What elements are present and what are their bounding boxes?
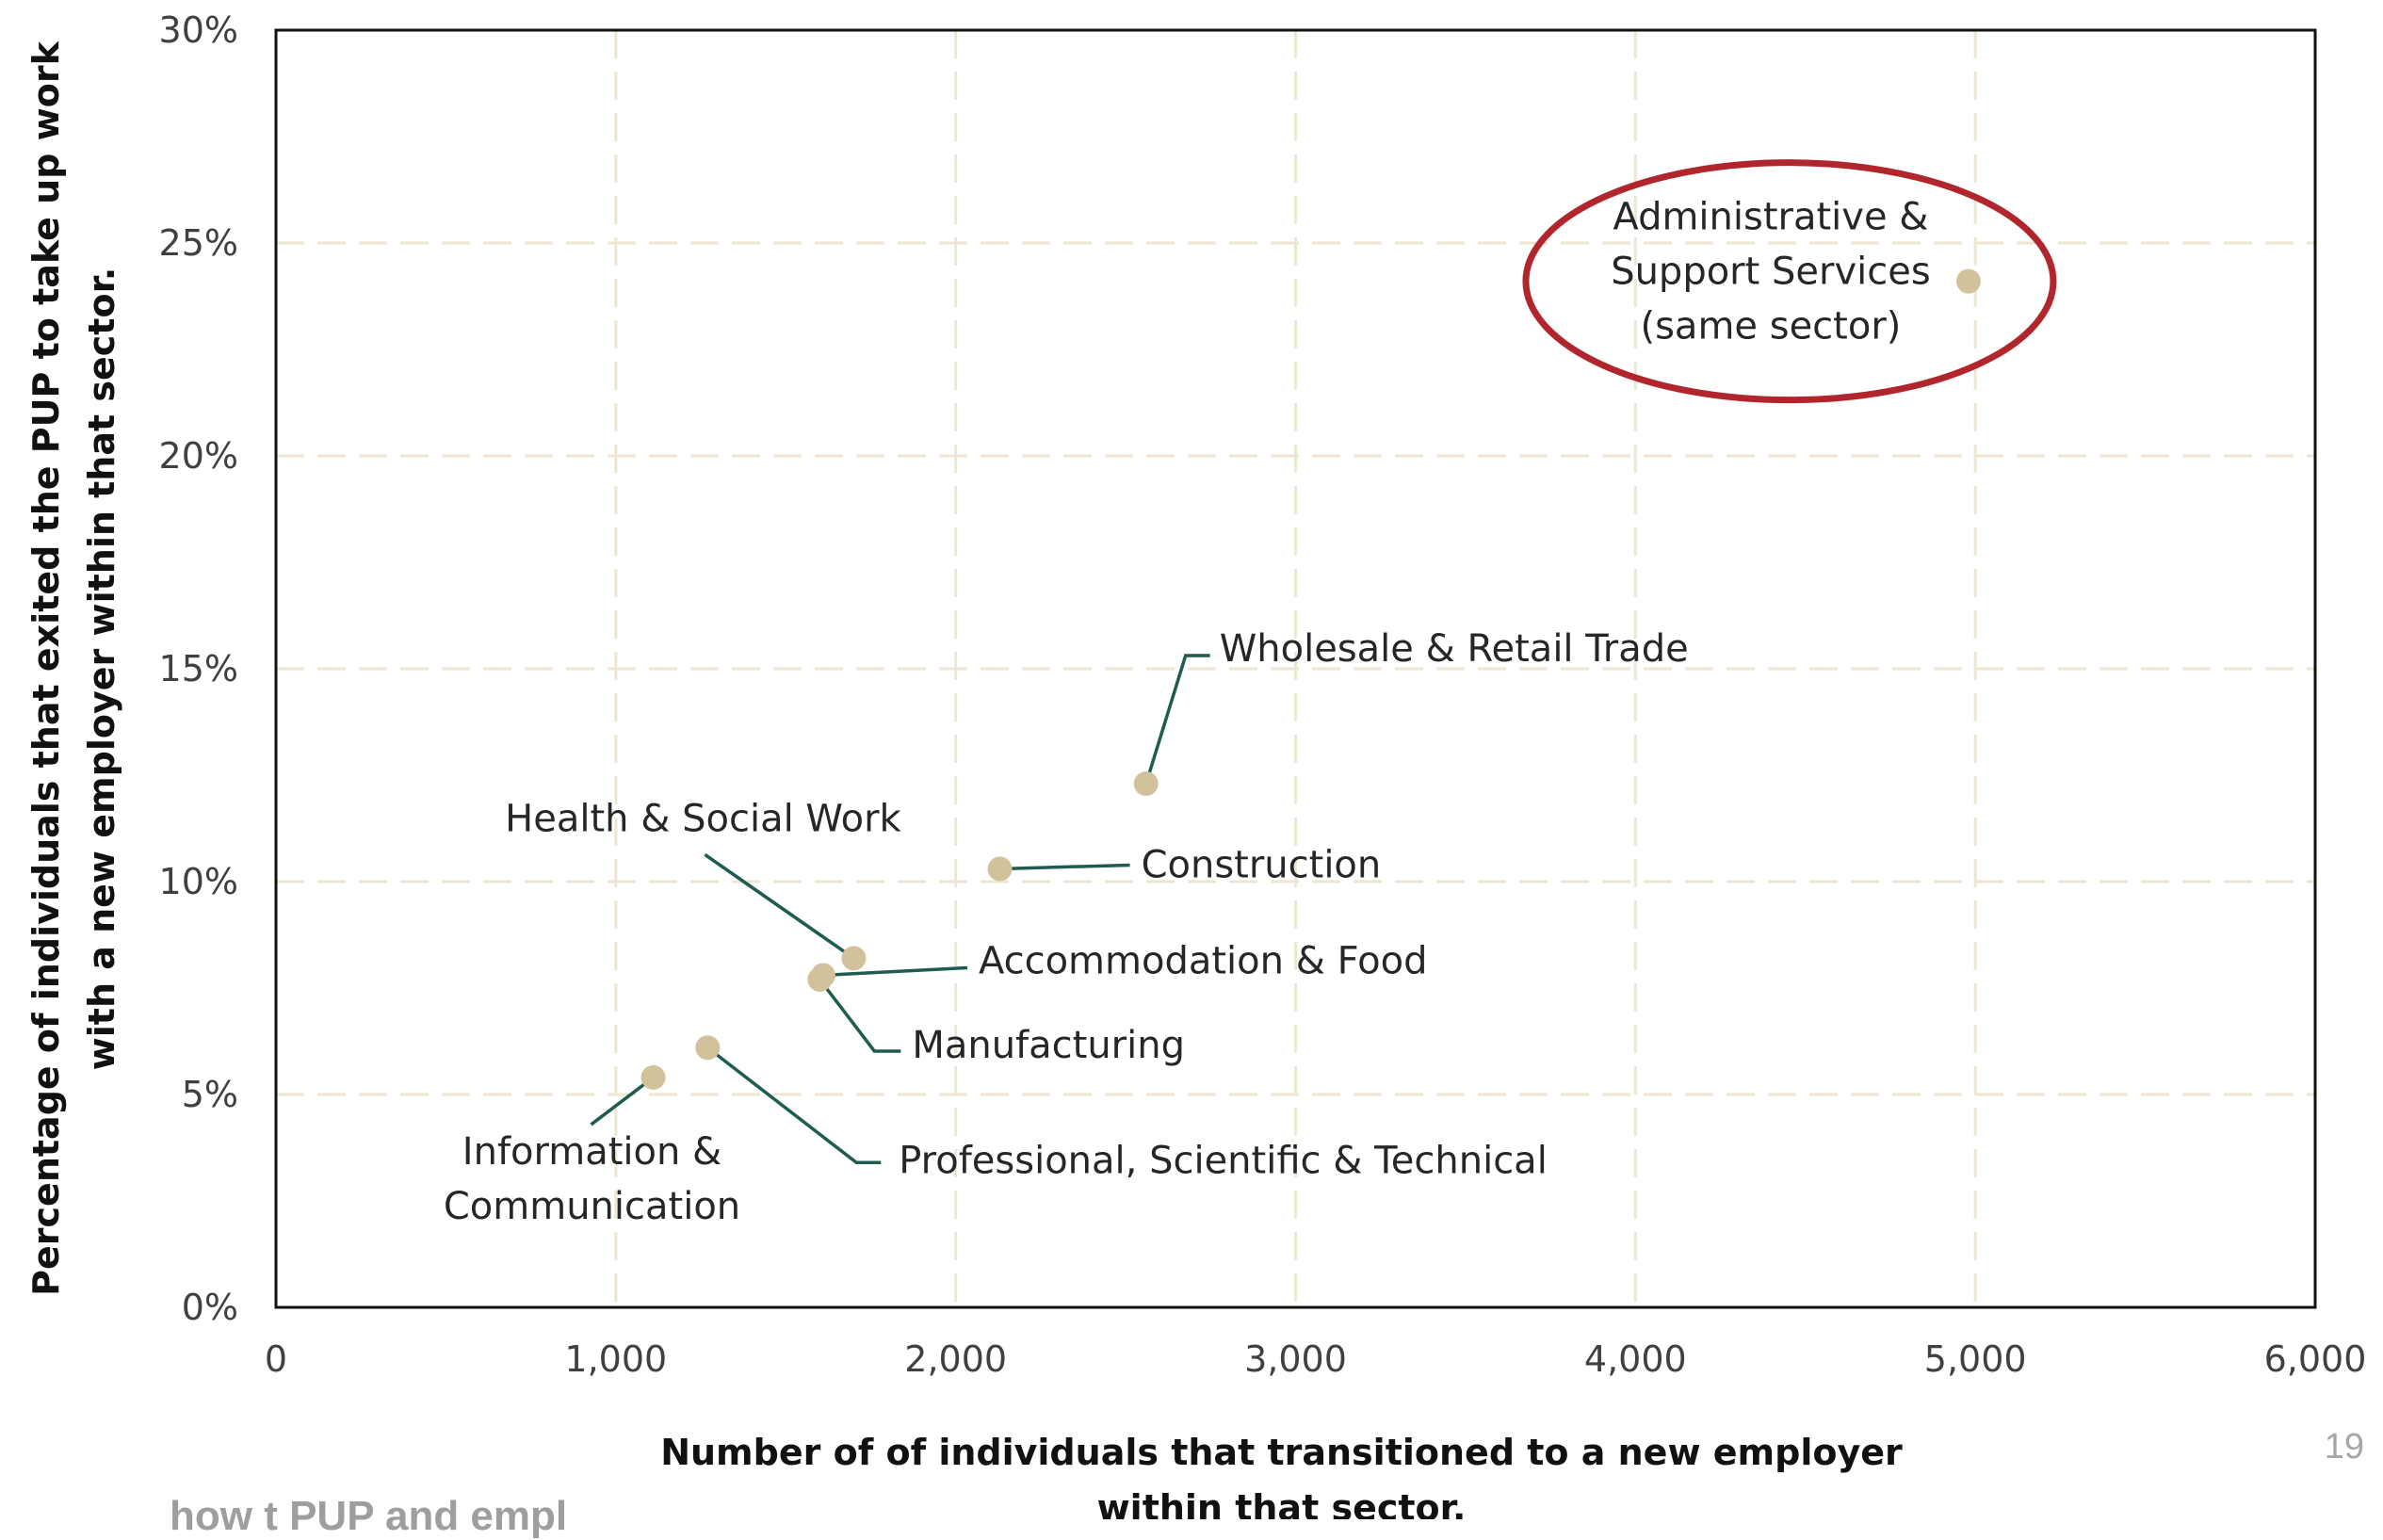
y-tick-label: 15%	[159, 648, 238, 689]
leader-line	[1144, 654, 1210, 785]
data-point-label: Manufacturing	[912, 1024, 1185, 1067]
leader-line	[590, 1076, 655, 1127]
data-point-group: Accommodation & Food	[810, 939, 1428, 988]
data-point-label: Wholesale & Retail Trade	[1220, 627, 1689, 671]
data-point-label: Professional, Scientific & Technical	[899, 1139, 1548, 1182]
data-point-group: Health & Social Work	[505, 797, 902, 971]
data-point-group: Professional, Scientific & Technical	[695, 1035, 1548, 1182]
data-point-marker	[841, 946, 867, 971]
data-point-group: Wholesale & Retail Trade	[1133, 627, 1689, 797]
y-tick-label: 25%	[159, 222, 238, 264]
data-point-marker	[640, 1064, 666, 1090]
data-point-group: Construction	[987, 843, 1382, 886]
x-axis-title: Number of of individuals that transition…	[660, 1432, 1903, 1473]
x-tick-label: 4,000	[1584, 1338, 1687, 1380]
leader-line	[706, 1046, 882, 1165]
page-number: 19	[2324, 1427, 2364, 1467]
data-point-label: (same sector)	[1640, 305, 1901, 349]
footer-fragment: how t PUP and empl	[170, 1493, 568, 1539]
data-point-label: Administrative &	[1613, 196, 1928, 239]
data-point-marker	[695, 1035, 721, 1061]
y-axis-title-line: with a new employer within that sector.	[81, 267, 122, 1071]
y-tick-label: 20%	[159, 435, 238, 477]
data-point-group: Information & Communication	[444, 1064, 740, 1228]
highlight-ellipse	[1522, 159, 2057, 404]
leader-line	[818, 978, 901, 1053]
x-tick-label: 5,000	[1924, 1338, 2027, 1380]
leader-line	[822, 965, 968, 978]
data-point-label: Information &	[462, 1130, 721, 1174]
x-tick-label: 6,000	[2264, 1338, 2367, 1380]
x-tick-label: 3,000	[1244, 1338, 1347, 1380]
data-point-group: Manufacturing	[807, 966, 1185, 1067]
data-point-label: Support Services	[1611, 251, 1931, 294]
x-tick-label: 2,000	[904, 1338, 1007, 1380]
x-tick-label: 1,000	[564, 1338, 667, 1380]
y-tick-label: 0%	[182, 1287, 238, 1328]
data-point-group: Administrative & Support Services (same se…	[1522, 159, 2057, 404]
leader-line	[999, 863, 1130, 871]
data-point-marker	[1955, 268, 1981, 294]
x-axis-title: within that sector.	[1097, 1487, 1467, 1519]
data-point-label: Accommodation & Food	[979, 939, 1428, 982]
data-point-label: Communication	[444, 1185, 740, 1228]
y-axis-title: Percentage of individuals that exited th…	[25, 41, 122, 1295]
data-point-marker	[807, 966, 833, 992]
data-point-label: Construction	[1142, 843, 1382, 886]
y-tick-label: 5%	[182, 1074, 238, 1115]
grid-lines	[276, 30, 2315, 1307]
x-tick-label: 0	[265, 1338, 287, 1380]
y-tick-label: 10%	[159, 861, 238, 902]
leader-line	[704, 852, 855, 960]
data-point-marker	[987, 856, 1013, 882]
data-point-label: Health & Social Work	[505, 797, 901, 840]
plot-frame	[274, 28, 2317, 1309]
y-tick-label: 30%	[159, 9, 238, 51]
y-axis-title-line: Percentage of individuals that exited th…	[25, 41, 67, 1295]
data-point-marker	[1133, 771, 1159, 797]
